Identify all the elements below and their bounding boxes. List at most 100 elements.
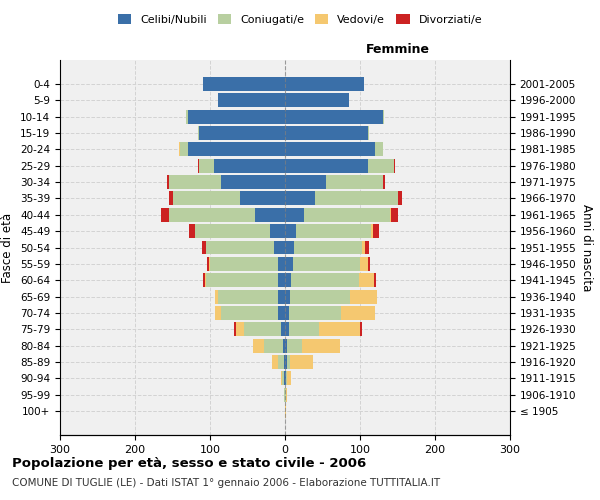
- Bar: [367, 126, 369, 140]
- Bar: [285, 338, 287, 352]
- Bar: [371, 224, 373, 238]
- Bar: [199, 126, 285, 140]
- Bar: [287, 372, 291, 386]
- Bar: [290, 290, 350, 304]
- Bar: [236, 322, 244, 336]
- Bar: [285, 110, 383, 124]
- Bar: [202, 240, 205, 254]
- Bar: [179, 142, 180, 156]
- Bar: [199, 159, 214, 172]
- Bar: [281, 322, 285, 336]
- Bar: [277, 306, 285, 320]
- Bar: [359, 274, 373, 287]
- Bar: [218, 290, 277, 304]
- Bar: [285, 192, 315, 205]
- Bar: [210, 257, 277, 271]
- Text: COMUNE DI TUGLIE (LE) - Dati ISTAT 1° gennaio 2006 - Elaborazione TUTTITALIA.IT: COMUNE DI TUGLIE (LE) - Dati ISTAT 1° ge…: [12, 478, 440, 488]
- Bar: [315, 192, 398, 205]
- Legend: Celibi/Nubili, Coniugati/e, Vedovi/e, Divorziati/e: Celibi/Nubili, Coniugati/e, Vedovi/e, Di…: [115, 10, 485, 28]
- Bar: [285, 142, 375, 156]
- Bar: [390, 208, 391, 222]
- Text: Femmine: Femmine: [365, 44, 430, 56]
- Bar: [319, 322, 360, 336]
- Bar: [293, 257, 360, 271]
- Bar: [361, 240, 365, 254]
- Bar: [161, 208, 169, 222]
- Bar: [244, 322, 281, 336]
- Bar: [206, 274, 277, 287]
- Bar: [398, 192, 402, 205]
- Bar: [365, 240, 369, 254]
- Bar: [294, 240, 361, 254]
- Bar: [283, 338, 285, 352]
- Bar: [285, 388, 286, 402]
- Bar: [285, 355, 287, 369]
- Bar: [375, 142, 383, 156]
- Bar: [187, 110, 285, 124]
- Bar: [285, 240, 294, 254]
- Bar: [285, 322, 289, 336]
- Bar: [304, 208, 390, 222]
- Bar: [169, 192, 173, 205]
- Bar: [373, 224, 379, 238]
- Bar: [209, 257, 210, 271]
- Bar: [285, 208, 304, 222]
- Bar: [198, 159, 199, 172]
- Bar: [291, 274, 359, 287]
- Bar: [285, 372, 286, 386]
- Y-axis label: Fasce di età: Fasce di età: [1, 212, 14, 282]
- Bar: [277, 257, 285, 271]
- Bar: [284, 372, 285, 386]
- Bar: [274, 240, 285, 254]
- Bar: [284, 388, 285, 402]
- Bar: [383, 175, 385, 189]
- Bar: [206, 240, 274, 254]
- Bar: [255, 208, 285, 222]
- Bar: [272, 355, 278, 369]
- Bar: [270, 224, 285, 238]
- Bar: [195, 224, 270, 238]
- Bar: [169, 175, 221, 189]
- Bar: [286, 388, 287, 402]
- Bar: [264, 338, 283, 352]
- Bar: [285, 290, 290, 304]
- Bar: [290, 355, 313, 369]
- Bar: [189, 224, 195, 238]
- Bar: [286, 372, 287, 386]
- Bar: [203, 77, 285, 91]
- Bar: [285, 404, 286, 418]
- Bar: [296, 224, 371, 238]
- Bar: [285, 274, 291, 287]
- Bar: [215, 290, 218, 304]
- Bar: [302, 338, 340, 352]
- Bar: [285, 175, 326, 189]
- Bar: [169, 208, 255, 222]
- Bar: [289, 306, 341, 320]
- Bar: [173, 192, 240, 205]
- Bar: [383, 110, 384, 124]
- Bar: [240, 192, 285, 205]
- Bar: [391, 208, 398, 222]
- Bar: [289, 322, 319, 336]
- Bar: [281, 372, 282, 386]
- Bar: [282, 372, 284, 386]
- Bar: [277, 274, 285, 287]
- Bar: [285, 224, 296, 238]
- Bar: [180, 142, 187, 156]
- Bar: [394, 159, 395, 172]
- Bar: [221, 175, 285, 189]
- Bar: [285, 306, 289, 320]
- Text: Popolazione per età, sesso e stato civile - 2006: Popolazione per età, sesso e stato civil…: [12, 458, 366, 470]
- Bar: [287, 338, 302, 352]
- Bar: [360, 257, 367, 271]
- Bar: [367, 257, 370, 271]
- Bar: [221, 306, 277, 320]
- Bar: [350, 290, 377, 304]
- Bar: [287, 355, 290, 369]
- Bar: [198, 126, 199, 140]
- Bar: [285, 257, 293, 271]
- Bar: [285, 126, 367, 140]
- Bar: [326, 175, 383, 189]
- Bar: [285, 159, 367, 172]
- Bar: [284, 355, 285, 369]
